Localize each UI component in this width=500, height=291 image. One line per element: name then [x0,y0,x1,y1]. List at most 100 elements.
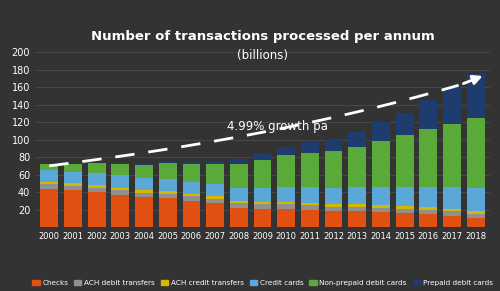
Bar [40,182,58,184]
Bar [420,207,438,210]
Bar [206,199,224,203]
Bar [135,197,153,227]
Bar [64,186,82,190]
Bar [443,187,461,209]
Bar [230,164,248,188]
Bar [301,142,319,153]
Bar [206,164,224,184]
Bar [396,213,413,227]
Bar [372,122,390,141]
Bar [396,209,413,213]
Bar [278,147,295,155]
Bar [348,147,366,187]
Bar [182,194,200,196]
Bar [467,118,484,188]
Bar [64,183,82,186]
Bar [112,175,129,188]
Bar [88,188,106,192]
Bar [467,218,484,227]
Bar [420,129,438,187]
Bar [420,100,438,129]
Bar [40,164,58,170]
Bar [443,124,461,187]
Bar [206,196,224,199]
Bar [182,196,200,201]
Bar [467,188,484,211]
Bar [230,203,248,208]
Bar [324,211,342,227]
Bar [348,132,366,147]
Text: (billions): (billions) [237,49,288,62]
Bar [278,204,295,209]
Bar [348,204,366,207]
Bar [254,160,272,188]
Bar [420,214,438,227]
Bar [443,211,461,216]
Bar [159,191,176,194]
Bar [64,164,82,172]
Bar [230,208,248,227]
Bar [112,188,129,190]
Bar [301,153,319,187]
Bar [348,187,366,204]
Bar [372,141,390,187]
Text: Number of transactions processed per annum: Number of transactions processed per ann… [90,30,434,43]
Bar [206,161,224,164]
Bar [301,187,319,203]
Bar [420,187,438,207]
Bar [230,159,248,164]
Bar [159,198,176,227]
Bar [40,170,58,182]
Bar [159,179,176,191]
Bar [64,172,82,183]
Bar [135,165,153,178]
Bar [278,209,295,227]
Bar [467,211,484,214]
Bar [135,178,153,190]
Bar [254,204,272,209]
Bar [88,163,106,173]
Bar [230,188,248,201]
Bar [301,203,319,205]
Legend: Checks, ACH debit transfers, ACH credit transfers, Credit cards, Non-prepaid deb: Checks, ACH debit transfers, ACH credit … [32,280,492,286]
Bar [40,189,58,227]
Bar [159,163,176,179]
Bar [324,151,342,188]
Bar [324,207,342,211]
Bar [112,163,129,164]
Bar [467,214,484,218]
Bar [182,162,200,164]
Bar [254,153,272,160]
Bar [135,193,153,197]
Bar [443,87,461,124]
Bar [88,185,106,188]
Bar [182,182,200,194]
Bar [40,184,58,189]
Bar [420,210,438,214]
Bar [443,216,461,227]
Bar [278,187,295,202]
Bar [112,195,129,227]
Bar [443,209,461,211]
Bar [254,209,272,227]
Bar [372,208,390,212]
Bar [372,187,390,205]
Bar [278,202,295,204]
Bar [88,192,106,227]
Bar [396,187,413,206]
Bar [182,201,200,227]
Bar [206,184,224,196]
Bar [396,113,413,135]
Bar [112,190,129,195]
Bar [348,207,366,211]
Bar [278,155,295,187]
Bar [135,164,153,165]
Bar [324,188,342,204]
Bar [324,139,342,151]
Bar [206,203,224,227]
Bar [112,164,129,175]
Text: 4.99% growth pa: 4.99% growth pa [227,120,328,133]
Bar [182,164,200,182]
Bar [396,135,413,187]
Bar [88,173,106,185]
